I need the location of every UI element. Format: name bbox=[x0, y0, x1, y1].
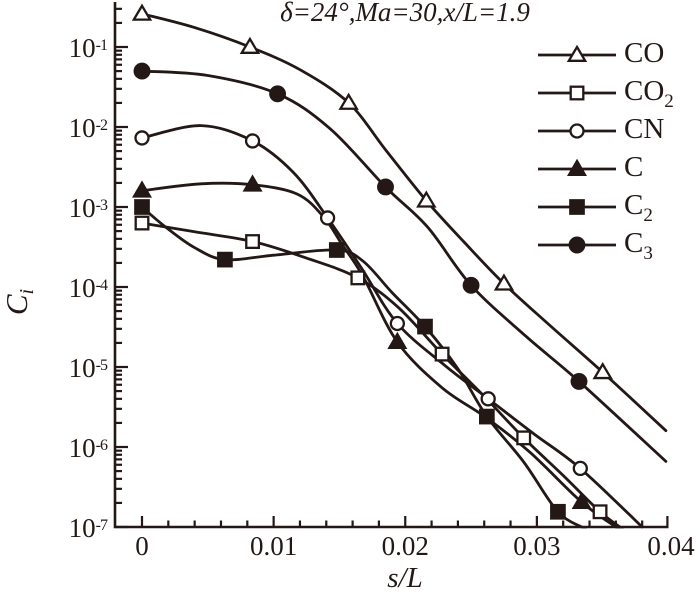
y-tick-label-1e-2: 10-2 bbox=[68, 113, 108, 143]
series-CN-marker bbox=[134, 130, 150, 146]
series-CN-marker bbox=[389, 315, 406, 332]
series-C2-marker bbox=[417, 318, 433, 335]
series-CO2-curve bbox=[140, 221, 624, 529]
series-CN-marker bbox=[572, 460, 588, 477]
series-CO2-marker bbox=[134, 215, 150, 231]
legend-label-CO: CO bbox=[624, 37, 665, 69]
legend-label-C2: C2 bbox=[624, 189, 653, 226]
series-CN-marker bbox=[480, 391, 496, 407]
x-ticks bbox=[140, 516, 669, 527]
series-C-marker bbox=[242, 174, 263, 192]
legend-label-CO2: CO2 bbox=[624, 75, 674, 112]
series-C2-marker bbox=[479, 408, 495, 425]
series-CO-marker bbox=[416, 190, 437, 208]
chart-title: δ=24°,Ma=30,x/L=1.9 bbox=[280, 0, 530, 27]
series-CO-marker bbox=[493, 273, 515, 291]
series-C3-marker bbox=[133, 62, 151, 80]
series-CO2-marker bbox=[592, 504, 608, 520]
axis-spines bbox=[113, 2, 669, 529]
series-CO-curve bbox=[140, 12, 668, 433]
legend-marker-CO bbox=[566, 44, 588, 62]
x-axis-label: s/L bbox=[387, 562, 423, 594]
legend-marker-CO2 bbox=[569, 85, 585, 101]
series-C3-marker bbox=[269, 85, 287, 103]
series-C-marker bbox=[387, 331, 408, 350]
axes bbox=[113, 2, 669, 529]
series-C3-marker bbox=[377, 178, 394, 196]
y-tick-label-1e-1: 10-1 bbox=[68, 33, 108, 63]
y-tick-label-1e-3: 10-3 bbox=[68, 193, 108, 223]
y-ticks bbox=[115, 7, 128, 529]
x-tick-label-0.03: 0.03 bbox=[513, 531, 561, 561]
series-C-marker bbox=[132, 180, 152, 198]
y-tick-label-1e-7: 10-7 bbox=[68, 513, 108, 543]
series-C3-curve bbox=[140, 69, 668, 463]
series-curves bbox=[140, 12, 668, 529]
legend-label-CN: CN bbox=[624, 113, 665, 145]
series-C3-marker bbox=[462, 276, 480, 294]
y-axis-label-base: C bbox=[0, 294, 34, 316]
series-C2-marker bbox=[217, 251, 233, 268]
legend-marker-C bbox=[567, 158, 587, 176]
y-tick-label-1e-4: 10-4 bbox=[68, 273, 108, 303]
series-CO2-marker bbox=[516, 430, 532, 446]
series-CO2-marker bbox=[245, 234, 261, 249]
y-tick-label-1e-5: 10-5 bbox=[68, 353, 108, 383]
series-markers bbox=[131, 3, 613, 520]
x-tick-label-0.02: 0.02 bbox=[381, 531, 429, 561]
series-CO-marker bbox=[239, 36, 261, 54]
series-CN-marker bbox=[244, 133, 261, 149]
series-C2-marker bbox=[328, 242, 345, 258]
legend-marker-CN bbox=[569, 123, 585, 139]
series-C3-marker bbox=[570, 372, 588, 390]
legend-samples bbox=[538, 44, 616, 254]
series-CO-marker bbox=[592, 361, 613, 380]
legend-marker-C3 bbox=[568, 236, 586, 254]
y-tick-label-1e-6: 10-6 bbox=[68, 433, 108, 463]
series-CO2-marker bbox=[434, 346, 450, 362]
series-C2-marker bbox=[550, 503, 566, 520]
legend-label-C3: C3 bbox=[624, 227, 653, 264]
series-CO-marker bbox=[338, 92, 359, 110]
x-tick-label-0.01: 0.01 bbox=[250, 531, 298, 561]
series-CO-marker bbox=[131, 3, 153, 21]
series-C2-marker bbox=[134, 199, 150, 215]
x-tick-label-0: 0 bbox=[135, 531, 149, 561]
legend-label-C: C bbox=[624, 151, 644, 183]
legend-marker-C2 bbox=[569, 199, 585, 215]
series-CN-marker bbox=[319, 210, 336, 226]
series-C2-curve bbox=[140, 205, 587, 529]
x-tick-label-0.04: 0.04 bbox=[647, 531, 695, 561]
series-CO2-marker bbox=[350, 270, 366, 286]
series-C-marker bbox=[571, 491, 592, 510]
